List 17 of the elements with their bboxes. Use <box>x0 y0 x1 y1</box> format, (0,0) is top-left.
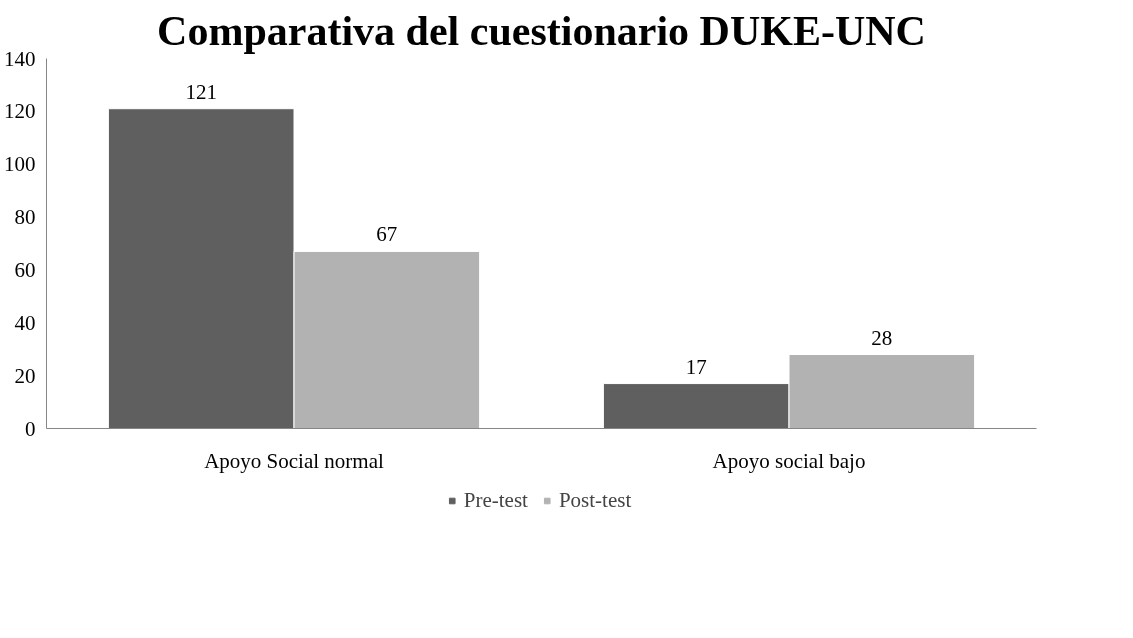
data-label: 28 <box>871 325 893 350</box>
y-tick-label: 120 <box>4 99 36 124</box>
x-tick-label: Apoyo Social normal <box>204 448 384 473</box>
chart-title: Comparativa del cuestionario DUKE-UNC <box>157 7 926 54</box>
data-label: 17 <box>685 354 707 379</box>
y-tick-label: 20 <box>14 363 36 388</box>
y-tick-label: 60 <box>14 257 36 282</box>
legend-label: Post-test <box>558 487 632 513</box>
y-tick-label: 40 <box>14 310 36 335</box>
y-tick-label: 100 <box>4 152 36 177</box>
x-tick-label: Apoyo social bajo <box>712 448 866 473</box>
legend-label: Pre-test <box>463 487 528 513</box>
y-tick-label: 80 <box>14 205 36 230</box>
y-tick-label: 140 <box>4 46 36 71</box>
y-tick-label: 0 <box>25 416 36 441</box>
data-label: 67 <box>376 222 398 247</box>
data-label: 121 <box>185 79 217 104</box>
